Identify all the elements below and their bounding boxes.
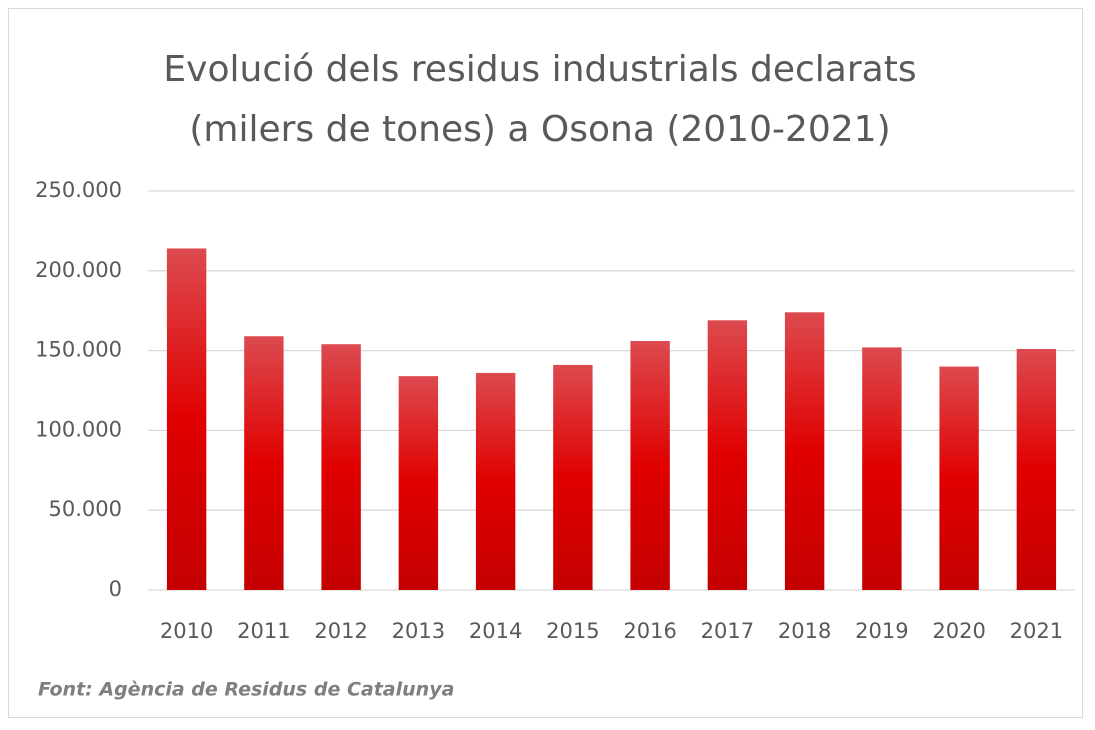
x-tick-label: 2012	[314, 619, 367, 643]
bar	[166, 248, 207, 590]
y-tick-label: 50.000	[49, 497, 122, 521]
x-tick-label: 2017	[701, 619, 754, 643]
bar	[321, 344, 361, 590]
bar	[784, 312, 825, 590]
y-tick-label: 200.000	[35, 258, 122, 282]
x-tick-label: 2014	[469, 619, 522, 643]
x-tick-label: 2010	[160, 619, 213, 643]
bar	[553, 364, 593, 590]
bar	[398, 376, 439, 590]
x-tick-label: 2019	[855, 619, 908, 643]
x-tick-label: 2016	[623, 619, 676, 643]
x-tick-label: 2015	[546, 619, 599, 643]
bar	[939, 366, 979, 590]
chart-frame	[8, 8, 1083, 718]
x-tick-label: 2013	[392, 619, 445, 643]
bar	[475, 372, 516, 590]
bar	[244, 336, 284, 590]
x-tick-label: 2011	[237, 619, 290, 643]
y-tick-label: 150.000	[35, 338, 122, 362]
y-tick-label: 100.000	[35, 417, 122, 441]
chart-title: Evolució dels residus industrials declar…	[163, 49, 917, 150]
x-tick-label: 2020	[932, 619, 985, 643]
bar	[862, 347, 902, 590]
bar	[630, 341, 670, 590]
y-tick-label: 250.000	[35, 178, 122, 202]
bar	[707, 320, 748, 590]
source-note: Font: Agència de Residus de Catalunya	[38, 679, 454, 701]
x-tick-label: 2018	[778, 619, 831, 643]
x-tick-label: 2021	[1010, 619, 1063, 643]
y-tick-label: 0	[109, 577, 122, 601]
bar	[1016, 349, 1057, 590]
